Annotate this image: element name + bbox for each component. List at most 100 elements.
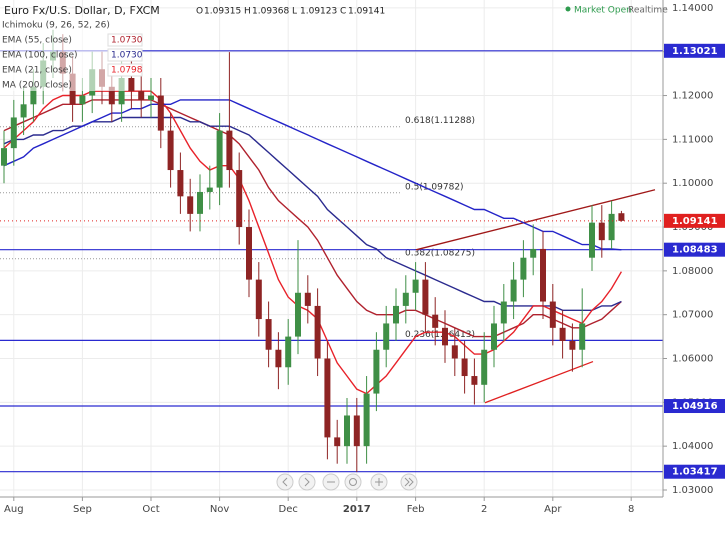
candle-body bbox=[10, 117, 17, 149]
candle-body bbox=[197, 191, 203, 214]
candle-body bbox=[432, 314, 439, 328]
axis-layer: 1.030001.040001.050001.060001.070001.080… bbox=[4, 3, 725, 515]
candle-body bbox=[393, 305, 399, 324]
reset-button[interactable] bbox=[344, 473, 362, 491]
x-tick-label: Nov bbox=[210, 504, 230, 515]
icon bbox=[375, 478, 383, 486]
y-tick-label: 1.14000 bbox=[672, 3, 713, 14]
fib-label: 0.382(1.08275) bbox=[405, 248, 475, 258]
legend-label: EMA (21, close) bbox=[2, 66, 72, 76]
ohlc-key: H bbox=[244, 7, 251, 17]
candle-body bbox=[569, 340, 576, 350]
candle-body bbox=[226, 130, 233, 171]
y-tick-label: 1.07000 bbox=[672, 310, 713, 321]
y-tick-label: 1.04000 bbox=[672, 441, 713, 452]
candle-body bbox=[383, 323, 390, 350]
fib-label: 0.5(1.09782) bbox=[405, 182, 464, 192]
candle-body bbox=[402, 292, 409, 306]
y-tick-label: 1.06000 bbox=[672, 354, 713, 365]
legend-value: 1.0730 bbox=[111, 36, 143, 46]
candle-body bbox=[128, 78, 135, 92]
feed-status: Realtime bbox=[628, 6, 668, 16]
header-layer: Euro Fx/U.S. Dollar, D, FXCM Market Open… bbox=[0, 4, 668, 91]
x-tick-label: Sep bbox=[73, 504, 92, 515]
candle-body bbox=[481, 349, 488, 385]
y-tick-label: 1.10000 bbox=[672, 178, 713, 189]
level-box bbox=[664, 242, 725, 257]
trend-line bbox=[484, 360, 594, 404]
candle-body bbox=[167, 130, 174, 171]
legend-value-box bbox=[107, 48, 143, 62]
candle-body bbox=[344, 415, 350, 447]
candle-body bbox=[108, 86, 115, 105]
candle-body bbox=[157, 95, 164, 131]
ma-line bbox=[3, 116, 622, 311]
candle-body bbox=[598, 222, 605, 241]
candle-body bbox=[1, 148, 7, 166]
candle-body bbox=[314, 305, 321, 359]
candle-body bbox=[520, 257, 527, 280]
y-tick-label: 1.12000 bbox=[672, 91, 713, 102]
ohlc-value: 1.09368 bbox=[252, 7, 289, 17]
icon bbox=[349, 478, 357, 486]
legend-label: MA (200, close) bbox=[2, 81, 72, 91]
x-tick-label: Aug bbox=[4, 504, 24, 515]
price-axis-panel bbox=[663, 0, 725, 543]
candle-body bbox=[30, 86, 37, 105]
level-box bbox=[664, 399, 725, 414]
candle-body bbox=[500, 301, 507, 324]
nav-buttons bbox=[276, 473, 418, 491]
candle-body bbox=[148, 95, 154, 100]
candle-body bbox=[236, 170, 243, 228]
level-box bbox=[664, 464, 725, 479]
candle-body bbox=[275, 349, 282, 368]
legend-value: 1.0798 bbox=[111, 66, 143, 76]
last-price-box bbox=[664, 213, 725, 228]
candle-body bbox=[118, 78, 125, 105]
candle-body bbox=[540, 248, 546, 302]
x-tick-label: Oct bbox=[142, 504, 159, 515]
scroll-right-button[interactable] bbox=[298, 473, 316, 491]
ohlc-value: 1.09315 bbox=[204, 7, 241, 17]
icon bbox=[304, 477, 310, 487]
x-tick-label: Apr bbox=[544, 504, 562, 515]
candle-body bbox=[187, 196, 194, 214]
x-tick-label: 8 bbox=[628, 504, 634, 515]
candle-body bbox=[265, 319, 272, 350]
candle-body bbox=[491, 323, 497, 350]
icon bbox=[282, 477, 288, 487]
legend-label: EMA (55, close) bbox=[2, 36, 72, 46]
chart-title: Euro Fx/U.S. Dollar, D, FXCM bbox=[4, 4, 160, 17]
candle-body bbox=[206, 187, 213, 192]
candle-body bbox=[618, 213, 625, 221]
ma-line bbox=[3, 90, 623, 395]
candle-body bbox=[422, 279, 429, 315]
level-box bbox=[664, 43, 725, 58]
candle-body bbox=[216, 130, 223, 188]
market-status: Market Open bbox=[574, 6, 632, 16]
level-label: 1.04916 bbox=[672, 401, 718, 412]
ohlc-value: 1.09123 bbox=[300, 7, 337, 17]
trend-line bbox=[415, 189, 656, 251]
grid-layer bbox=[0, 0, 663, 497]
candle-body bbox=[295, 292, 301, 337]
candle-body bbox=[549, 301, 556, 328]
candle-body bbox=[461, 358, 468, 377]
legend-value: 1.0730 bbox=[111, 51, 143, 61]
candle-body bbox=[471, 376, 478, 385]
ohlc-key: C bbox=[340, 7, 346, 17]
legend-label: EMA (100, close) bbox=[2, 51, 78, 61]
ohlc-value: 1.09141 bbox=[348, 7, 385, 17]
y-tick-label: 1.03000 bbox=[672, 485, 713, 496]
candle-body bbox=[451, 345, 458, 359]
candle-body bbox=[79, 95, 86, 105]
level-label: 1.08483 bbox=[672, 245, 718, 256]
candle-body bbox=[579, 323, 586, 350]
legend-value-box bbox=[107, 63, 143, 77]
x-tick-label: Feb bbox=[407, 504, 425, 515]
legend-bg bbox=[0, 17, 128, 91]
candle-body bbox=[608, 213, 615, 241]
scroll-left-button[interactable] bbox=[276, 473, 294, 491]
candle-body bbox=[20, 104, 27, 118]
